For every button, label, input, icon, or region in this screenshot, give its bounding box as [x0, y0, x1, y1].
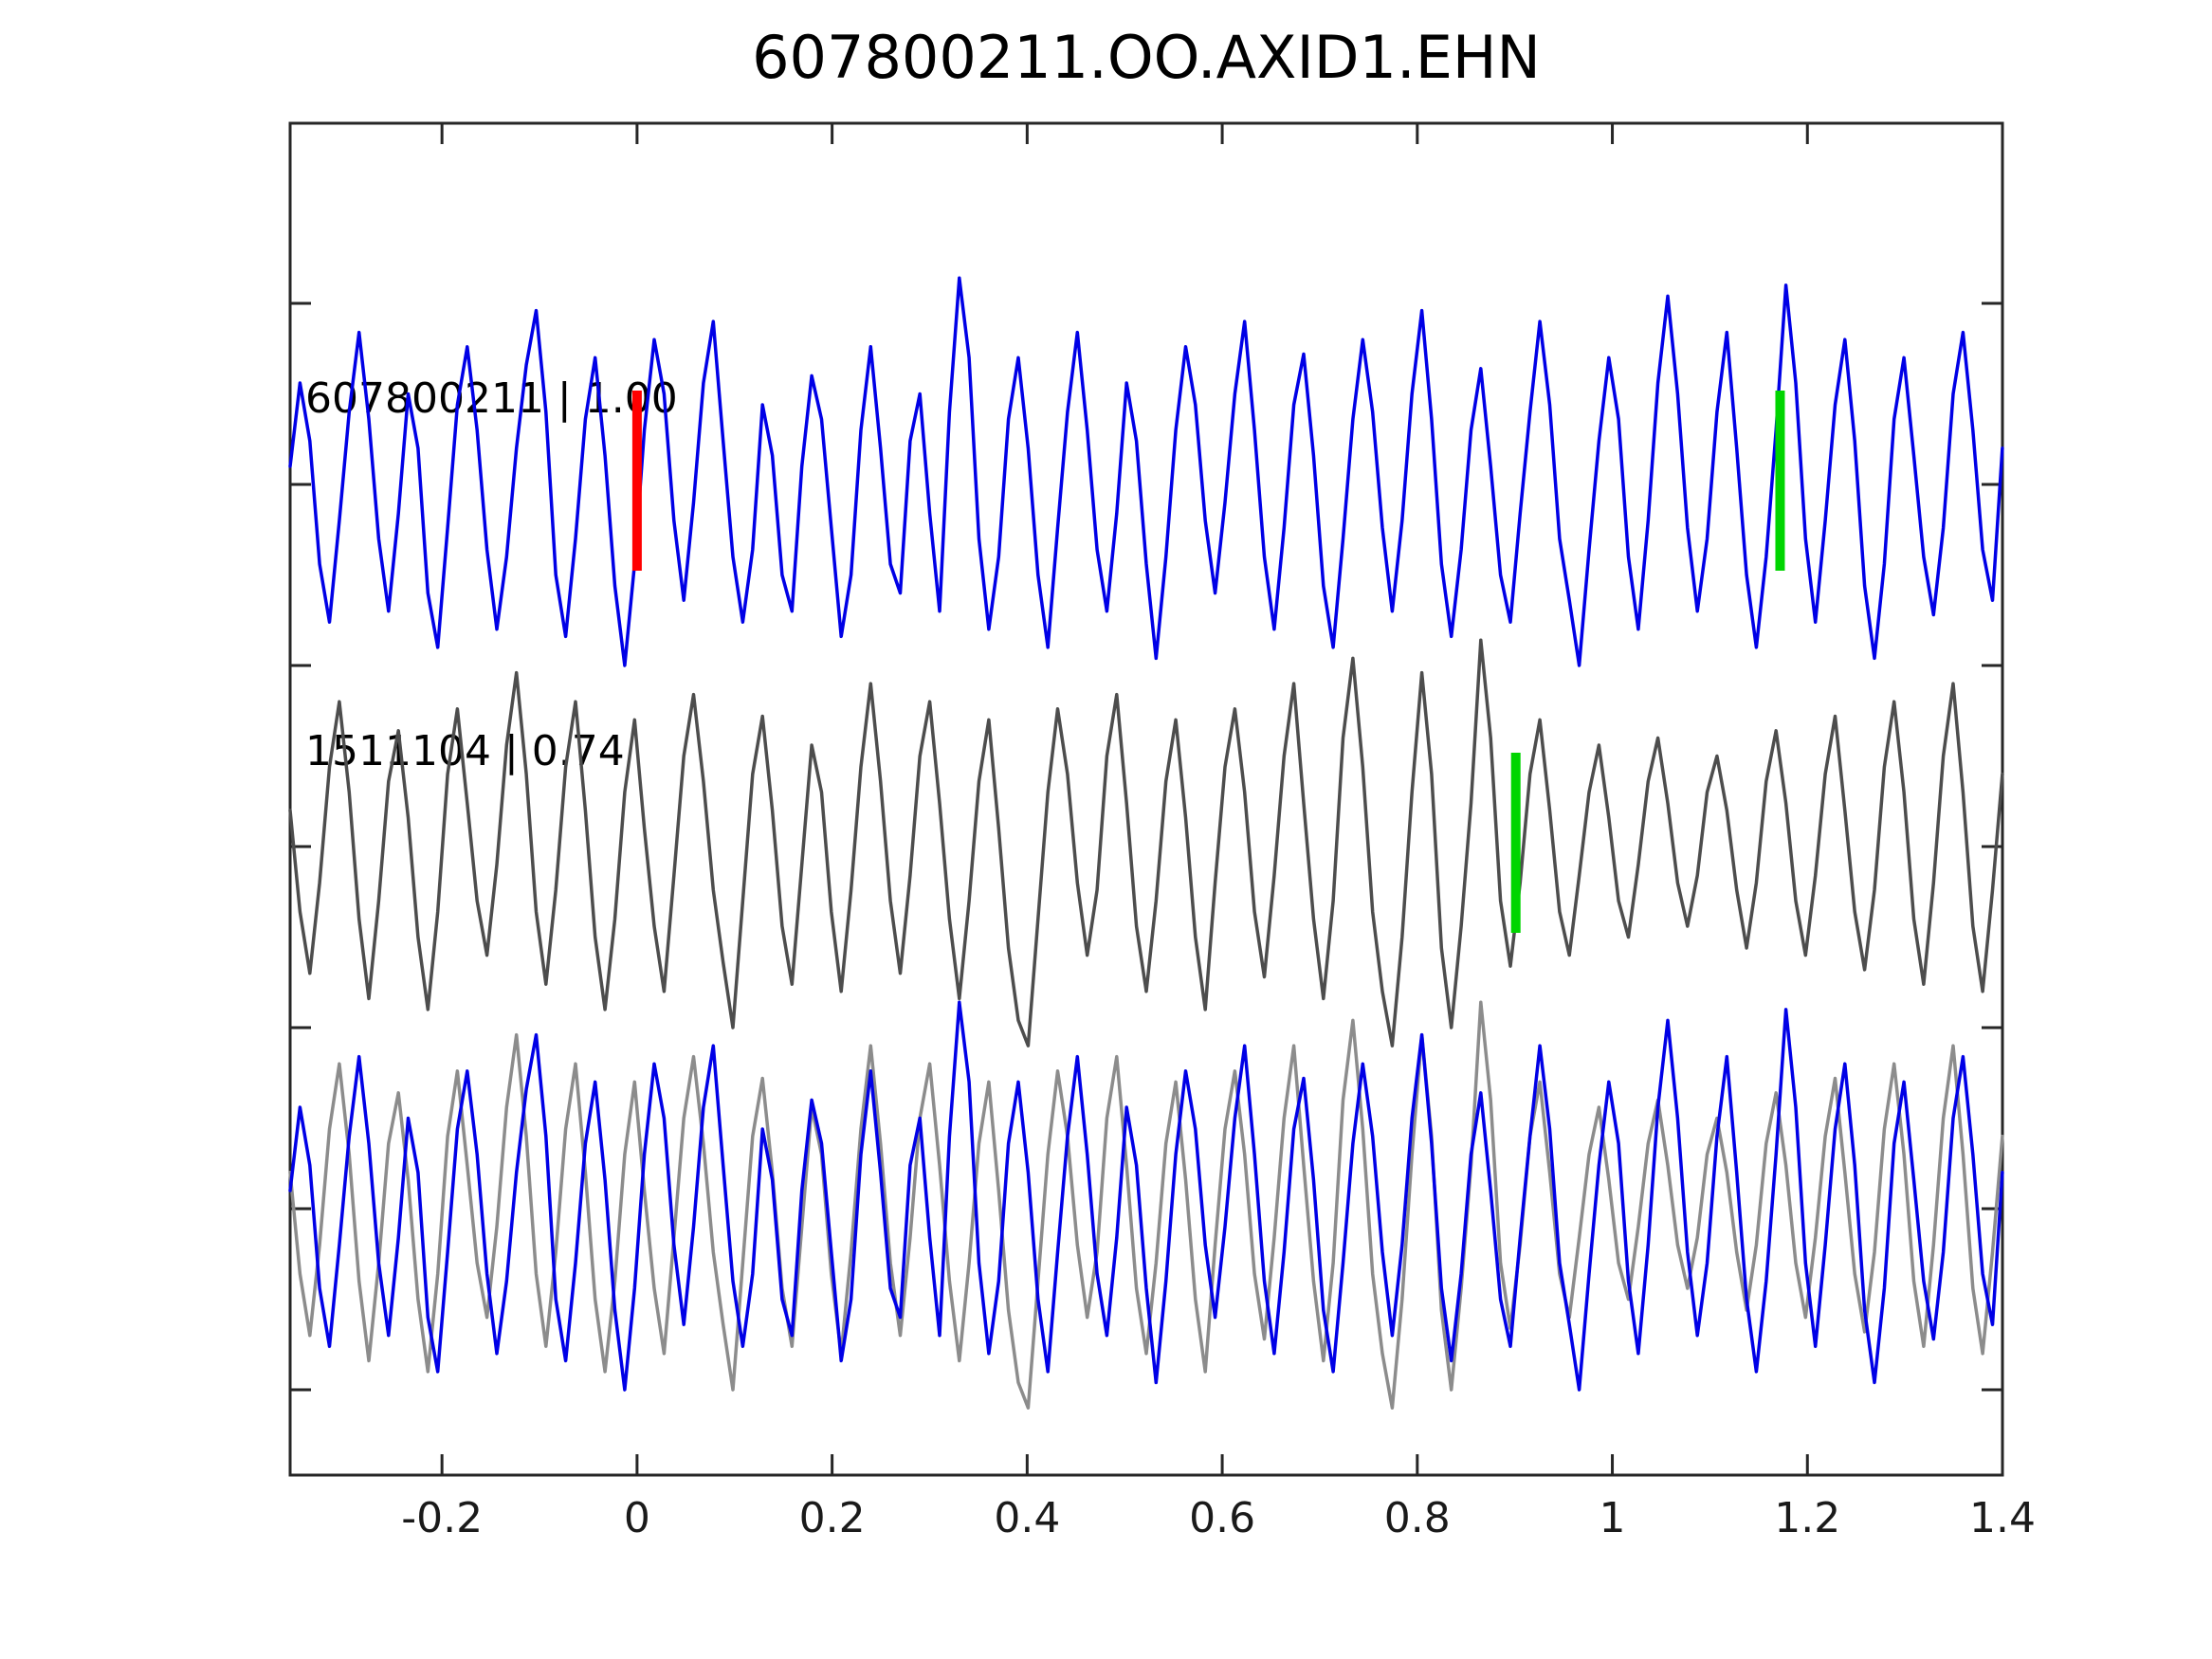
x-tick-label: 0 — [623, 1494, 650, 1542]
axes-frame — [288, 121, 2004, 1477]
x-tick-label: 0.6 — [1189, 1494, 1256, 1542]
x-tick-label: 1.4 — [1969, 1494, 2036, 1542]
x-tick-label: 1 — [1599, 1494, 1626, 1542]
x-tick-label: 1.2 — [1774, 1494, 1841, 1542]
overlay-template-trace — [288, 1000, 2004, 1392]
x-tick-label: 0.2 — [798, 1494, 866, 1542]
x-tick-label: 0.8 — [1383, 1494, 1451, 1542]
template-trace — [288, 276, 2004, 667]
x-tick-label: -0.2 — [401, 1494, 484, 1542]
overlay-detection-trace — [288, 1000, 2004, 1410]
detection-trace — [288, 638, 2004, 1048]
x-tick-label: 0.4 — [994, 1494, 1061, 1542]
plot-title: 607800211.OO.AXID1.EHN — [752, 23, 1541, 92]
